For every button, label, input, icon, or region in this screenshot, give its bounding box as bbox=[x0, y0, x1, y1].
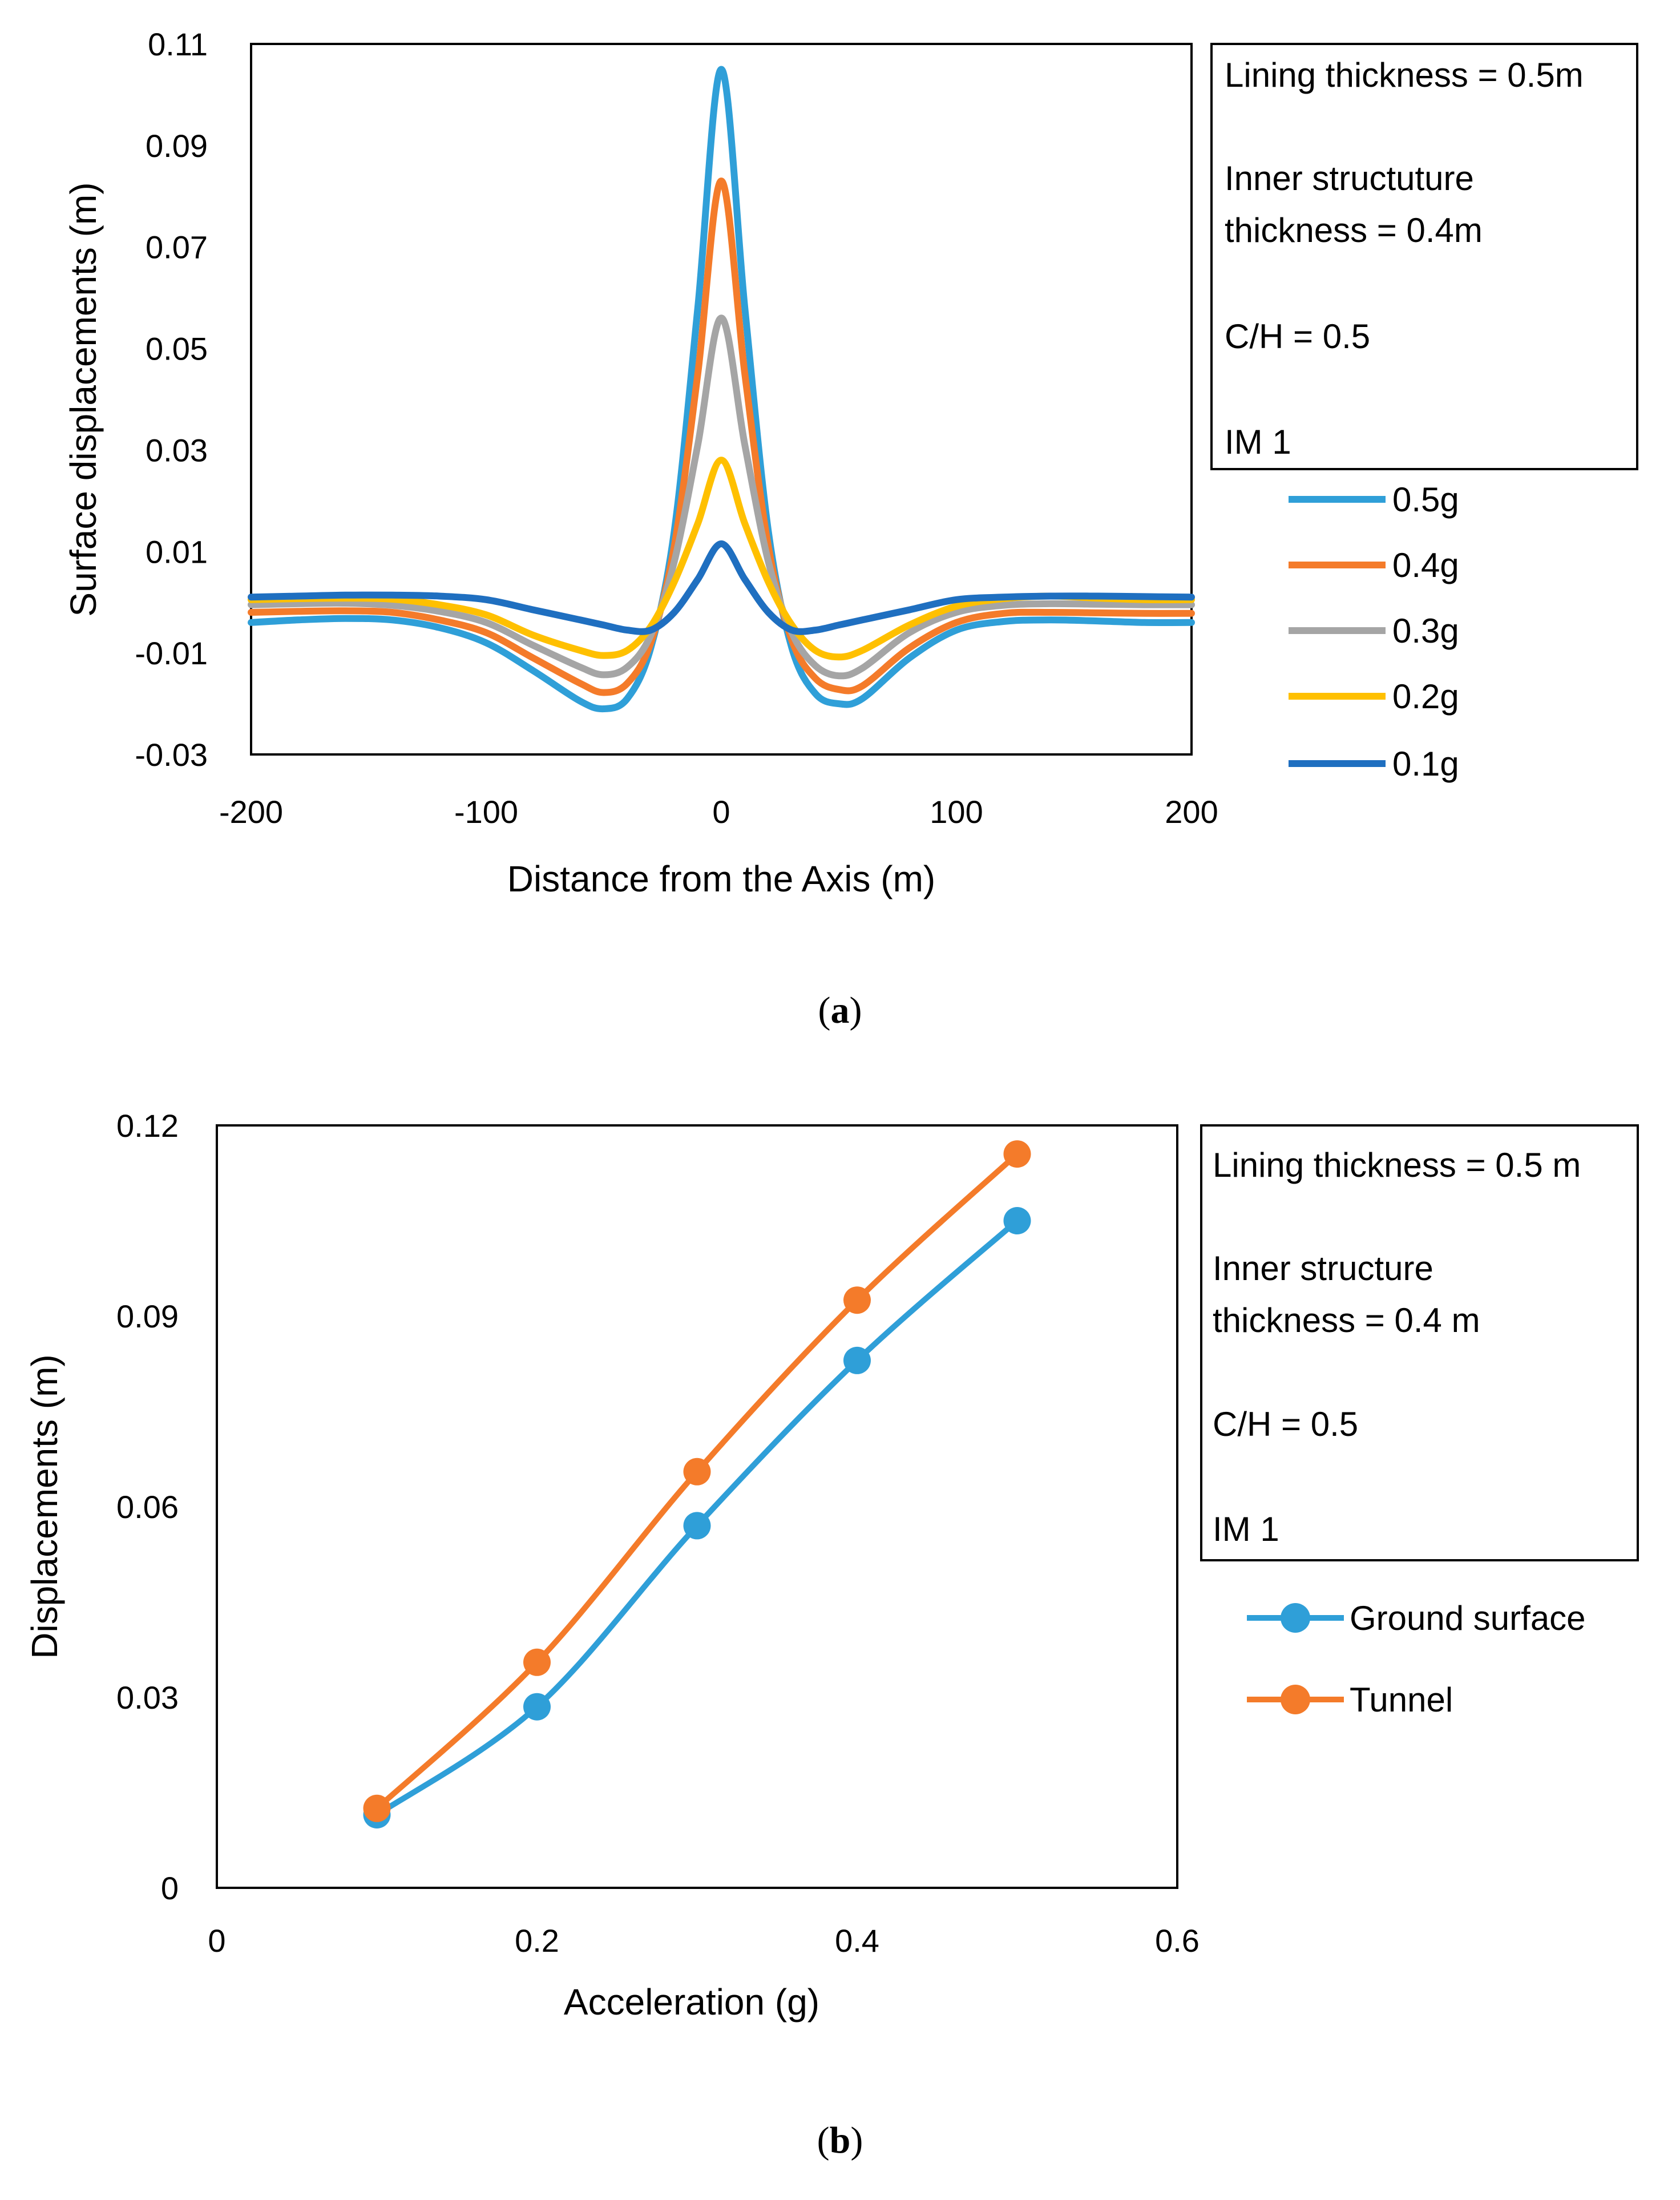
legend-label: 0.5g bbox=[1392, 481, 1459, 519]
data-point bbox=[523, 1693, 551, 1721]
caption-b-letter: b bbox=[830, 2120, 851, 2161]
legend-label: 0.2g bbox=[1392, 677, 1459, 716]
series-line-0.3g bbox=[248, 314, 1195, 680]
y-tick-label: -0.03 bbox=[135, 737, 208, 773]
y-tick-label: -0.01 bbox=[135, 635, 208, 671]
x-tick-label: 0.6 bbox=[1155, 1923, 1200, 1959]
annotation-line: IM 1 bbox=[1213, 1510, 1279, 1548]
annotation-line: C/H = 0.5 bbox=[1225, 317, 1370, 356]
annotation-line: Lining thickness = 0.5 m bbox=[1213, 1146, 1581, 1184]
y-tick-label: 0 bbox=[161, 1870, 179, 1906]
annotation-line: Inner structuture bbox=[1225, 159, 1474, 197]
legend-item-b: Ground surface bbox=[1247, 1599, 1586, 1637]
legend-label: 0.3g bbox=[1392, 612, 1459, 650]
legend-item-a: 0.4g bbox=[1289, 546, 1459, 584]
legend-label: 0.4g bbox=[1392, 546, 1459, 584]
x-tick-label: -100 bbox=[454, 794, 518, 830]
legend-item-a: 0.1g bbox=[1289, 745, 1459, 783]
y-tick-label: 0.06 bbox=[116, 1489, 179, 1525]
y-tick-label: 0.09 bbox=[116, 1298, 179, 1334]
y-tick-label: 0.03 bbox=[146, 432, 208, 468]
data-point bbox=[1003, 1207, 1031, 1234]
annotation-line: Inner structure bbox=[1213, 1249, 1433, 1287]
x-axis-label-b: Acceleration (g) bbox=[564, 1981, 819, 2023]
caption-a-letter: a bbox=[831, 990, 850, 1031]
caption-a: (a) bbox=[818, 990, 862, 1031]
annotation-line: C/H = 0.5 bbox=[1213, 1405, 1358, 1443]
legend-item-a: 0.3g bbox=[1289, 612, 1459, 650]
annotation-box-b bbox=[1200, 1124, 1639, 1561]
legend-b: Ground surface Tunnel bbox=[1247, 1599, 1586, 1719]
y-axis-label-b: Displacements (m) bbox=[24, 1354, 65, 1658]
data-point bbox=[363, 1794, 391, 1822]
legend-item-a: 0.5g bbox=[1289, 481, 1459, 519]
data-point bbox=[843, 1286, 871, 1314]
x-tick-labels-a: -200 -100 0 100 200 bbox=[219, 794, 1218, 830]
y-tick-label: 0.11 bbox=[148, 26, 208, 62]
legend-label: Tunnel bbox=[1350, 1681, 1453, 1719]
annotation-box-a bbox=[1210, 43, 1638, 470]
y-tick-labels-b: 0 0.03 0.06 0.09 0.12 bbox=[116, 1108, 179, 1906]
series-lines-a bbox=[248, 66, 1195, 713]
plot-area-a bbox=[250, 43, 1193, 756]
y-tick-label: 0.03 bbox=[116, 1680, 179, 1715]
data-point bbox=[1003, 1140, 1031, 1168]
x-tick-label: 0.2 bbox=[515, 1923, 559, 1959]
x-tick-label: 0.4 bbox=[835, 1923, 879, 1959]
chart-b: 0 0.03 0.06 0.09 0.12 0 0.2 0.4 0.6 Acceleratio… bbox=[24, 1108, 1639, 2023]
data-point bbox=[683, 1458, 711, 1485]
legend-a: 0.5g 0.4g 0.3g 0.2g 0.1g bbox=[1289, 481, 1459, 783]
x-tick-label: -200 bbox=[219, 794, 283, 830]
x-tick-labels-b: 0 0.2 0.4 0.6 bbox=[208, 1923, 1200, 1959]
legend-label: Ground surface bbox=[1350, 1599, 1586, 1637]
annotation-line: thickness = 0.4 m bbox=[1213, 1301, 1480, 1339]
x-tick-label: 0 bbox=[712, 794, 730, 830]
series-line-0.1g bbox=[248, 540, 1195, 635]
series-line-0.4g bbox=[248, 177, 1195, 696]
plot-area-b bbox=[216, 1124, 1178, 1889]
x-tick-label: 0 bbox=[208, 1923, 225, 1959]
series-lines-b bbox=[363, 1140, 1031, 1828]
legend-label: 0.1g bbox=[1392, 745, 1459, 783]
x-tick-label: 100 bbox=[930, 794, 983, 830]
data-point bbox=[843, 1346, 871, 1374]
y-tick-label: 0.12 bbox=[116, 1108, 179, 1144]
y-tick-labels-a: -0.03 -0.01 0.01 0.03 0.05 0.07 0.09 0.11 bbox=[135, 26, 208, 773]
data-point bbox=[523, 1648, 551, 1676]
legend-item-a: 0.2g bbox=[1289, 677, 1459, 716]
y-axis-label-a: Surface displacements (m) bbox=[63, 182, 104, 616]
x-axis-label-a: Distance from the Axis (m) bbox=[507, 858, 935, 899]
y-tick-label: 0.07 bbox=[146, 229, 208, 265]
x-tick-label: 200 bbox=[1165, 794, 1218, 830]
chart-a: -0.03-0.010.010.030.050.070.090.11 -200-… bbox=[63, 26, 1638, 899]
series-line-0.5g bbox=[248, 66, 1195, 713]
data-point bbox=[683, 1512, 711, 1540]
annotation-line: thickness = 0.4m bbox=[1225, 211, 1483, 249]
y-tick-label: 0.05 bbox=[146, 331, 208, 367]
y-tick-label: 0.09 bbox=[146, 128, 208, 164]
y-tick-label: 0.01 bbox=[146, 534, 208, 570]
legend-marker bbox=[1281, 1603, 1310, 1633]
caption-b: (b) bbox=[817, 2120, 863, 2161]
annotation-line: Lining thickness = 0.5m bbox=[1225, 56, 1584, 94]
annotation-line: IM 1 bbox=[1225, 423, 1291, 461]
legend-marker bbox=[1281, 1685, 1310, 1714]
legend-item-b: Tunnel bbox=[1247, 1681, 1453, 1719]
